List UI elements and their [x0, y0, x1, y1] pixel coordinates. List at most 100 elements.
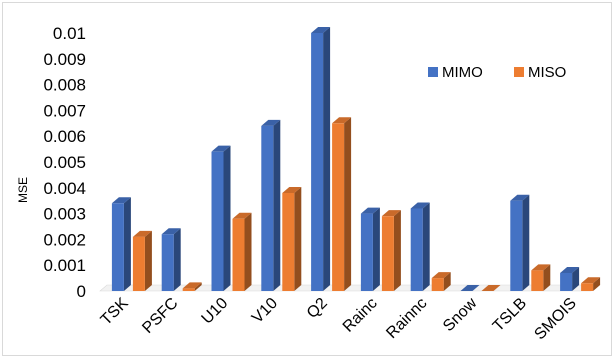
bar-top	[332, 117, 352, 124]
bar-side	[443, 272, 451, 291]
bar-mimo-tslb	[510, 194, 530, 291]
x-tick-label: Rainc	[340, 295, 381, 336]
bar-top	[161, 228, 181, 235]
bar-side	[144, 230, 152, 291]
bar-front	[431, 278, 444, 291]
bar-front	[332, 123, 345, 291]
legend-swatch-miso	[514, 67, 524, 77]
y-tick-label: 0.004	[43, 179, 86, 198]
bar-front	[311, 33, 324, 291]
x-tick-label: TSK	[98, 295, 132, 329]
bar-series	[99, 27, 601, 292]
bar-top	[211, 145, 231, 152]
y-tick-label: 0.005	[43, 153, 86, 172]
bar-side	[294, 186, 302, 291]
bar-top	[261, 119, 281, 126]
bar-front	[211, 151, 224, 291]
y-tick-label: 0.006	[43, 127, 86, 146]
bar-front	[531, 270, 544, 291]
bar-side	[372, 207, 380, 291]
y-axis-ticks: 0 0.001 0.002 0.003 0.004 0.005 0.006 0.007 0.00…	[43, 24, 86, 301]
bar-front	[381, 216, 394, 291]
bar-top	[481, 285, 501, 291]
legend-label-miso: MISO	[528, 64, 566, 81]
x-tick-label: Q2	[304, 295, 331, 322]
y-tick-label: 0.003	[43, 205, 86, 224]
bar-front	[261, 125, 274, 291]
bar-front	[360, 213, 373, 291]
y-tick-label: 0.009	[43, 50, 86, 69]
bar-miso-rainc	[381, 210, 401, 291]
bar-top	[410, 202, 430, 209]
bar-miso-smois	[581, 277, 601, 291]
y-tick-label: 0.008	[43, 76, 86, 95]
bar-top	[232, 212, 252, 219]
legend-label-mimo: MIMO	[442, 64, 483, 81]
bar-side	[273, 119, 281, 291]
bar-top	[581, 277, 601, 284]
legend-swatch-mimo	[428, 67, 438, 77]
bar-top	[431, 272, 451, 279]
bar-top	[460, 285, 480, 291]
bar-miso-u10	[232, 212, 252, 291]
bar-mimo-q2	[311, 27, 331, 291]
x-tick-label: TSLB	[490, 295, 530, 335]
bar-miso-rainnc	[431, 272, 451, 291]
bar-mimo-snow	[460, 285, 480, 291]
bar-top	[381, 210, 401, 217]
bar-front	[581, 283, 594, 291]
bar-top	[182, 282, 202, 289]
bar-front	[510, 200, 523, 291]
bar-top	[311, 27, 331, 33]
bar-front	[282, 192, 295, 291]
y-tick-label: 0.002	[43, 230, 86, 249]
x-tick-label: Snow	[440, 294, 481, 335]
bar-miso-v10	[282, 186, 302, 291]
bar-miso-tslb	[531, 264, 551, 291]
chart-frame	[2, 2, 612, 356]
x-axis-labels: TSK PSFC U10 V10 Q2 Rainc Rainnc Snow TSLB SMOIS	[98, 294, 580, 343]
bar-front	[182, 288, 195, 291]
bar-miso-snow	[481, 285, 501, 291]
bar-top	[132, 230, 152, 237]
bar-top	[560, 266, 580, 273]
x-tick-label: PSFC	[139, 295, 181, 337]
bar-side	[323, 27, 331, 291]
bar-top	[360, 207, 380, 214]
bar-front	[232, 218, 245, 291]
bar-front	[560, 272, 573, 291]
bar-top	[531, 264, 551, 271]
bar-side	[194, 282, 202, 291]
bar-side	[543, 264, 551, 291]
bar-miso-tsk	[132, 230, 152, 291]
bar-front	[111, 203, 124, 291]
bar-top	[510, 194, 530, 201]
legend: MIMO MISO	[428, 64, 566, 81]
bar-mimo-psfc	[161, 228, 181, 291]
bar-mimo-rainnc	[410, 202, 430, 291]
bar-side	[393, 210, 401, 291]
y-tick-label: 0.001	[43, 256, 86, 275]
x-tick-label: SMOIS	[531, 295, 579, 343]
y-tick-label: 0.007	[43, 101, 86, 120]
y-tick-label: 0.01	[53, 24, 86, 43]
x-tick-label: Rainnc	[383, 295, 430, 342]
bar-front	[132, 236, 145, 291]
bar-side	[572, 266, 580, 291]
y-axis-title: MSE	[16, 177, 30, 203]
bar-side	[522, 194, 530, 291]
bar-side	[223, 145, 231, 291]
bar-side	[123, 197, 131, 291]
bar-mimo-tsk	[111, 197, 131, 291]
bar-top	[111, 197, 131, 204]
bar-miso-psfc	[182, 282, 202, 291]
bar-side	[173, 228, 181, 291]
bar-miso-q2	[332, 117, 352, 291]
bar-mimo-rainc	[360, 207, 380, 291]
bar-mimo-smois	[560, 266, 580, 291]
bar-side	[422, 202, 430, 291]
bar-front	[410, 208, 423, 291]
bar-mimo-v10	[261, 119, 281, 291]
bar-side	[593, 277, 601, 291]
